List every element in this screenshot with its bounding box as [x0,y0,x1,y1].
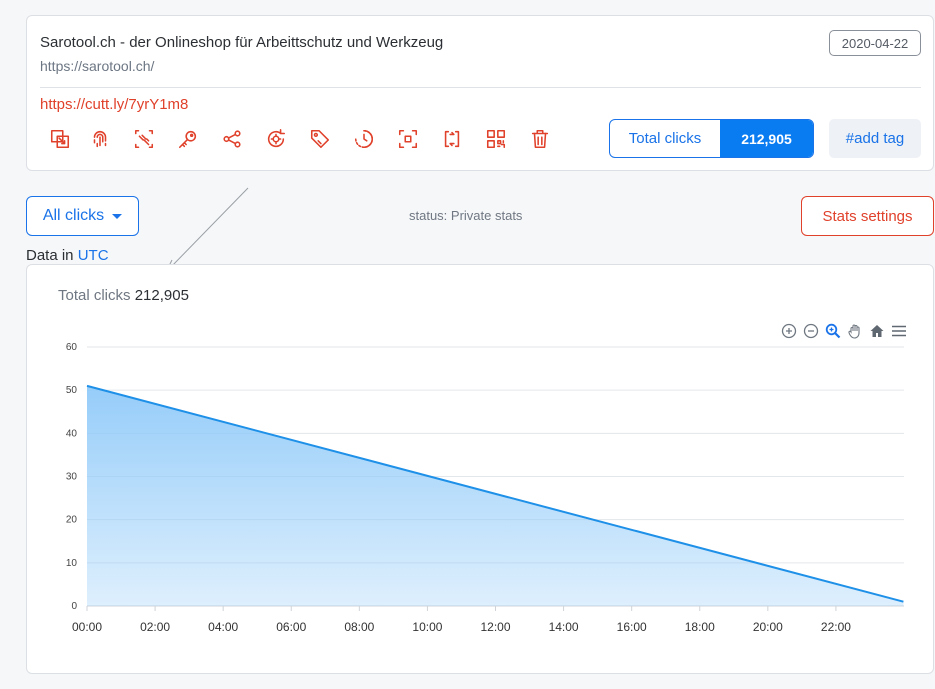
x-tick-label: 12:00 [480,620,510,634]
timezone-link[interactable]: UTC [77,247,109,264]
stats-settings-button[interactable]: Stats settings [801,196,934,236]
focus-icon[interactable] [395,126,421,152]
link-card: Sarotool.ch - der Onlineshop für Arbeitt… [26,15,934,171]
redirect-settings-icon[interactable] [263,126,289,152]
expiry-clock-icon[interactable] [351,126,377,152]
pan-hand-icon[interactable] [846,322,864,340]
y-tick-label: 20 [66,515,78,526]
x-tick-label: 00:00 [72,620,102,634]
status-text: status: Private stats [409,208,523,223]
total-clicks-label: Total clicks [628,130,702,147]
swap-icon[interactable] [439,126,465,152]
x-tick-label: 10:00 [412,620,442,634]
tag-icon[interactable] [307,126,333,152]
divider [40,87,921,88]
reset-home-icon[interactable] [868,322,886,340]
x-tick-label: 08:00 [344,620,374,634]
chart-total-clicks: Total clicks 212,905 [58,287,189,304]
caret-down-icon [112,213,123,219]
y-tick-label: 10 [66,558,78,569]
selection-zoom-icon[interactable] [824,322,842,340]
short-url[interactable]: https://cutt.ly/7yrY1m8 [40,96,189,113]
x-tick-label: 18:00 [685,620,715,634]
x-tick-label: 04:00 [208,620,238,634]
y-tick-label: 50 [66,385,78,396]
add-tag-button[interactable]: #add tag [829,119,921,158]
total-clicks-value: 212,905 [720,120,813,157]
data-timezone: Data in UTC [26,247,109,264]
qr-code-icon[interactable] [483,126,509,152]
chart-total-value: 212,905 [134,287,189,304]
date-badge: 2020-04-22 [829,30,921,56]
x-tick-label: 20:00 [753,620,783,634]
chart-card: 0 10 20 30 40 50 60 00:00 02:00 04:00 06:00 08:00 10… [26,264,934,674]
chart-total-label: Total clicks [58,287,131,304]
x-tick-label: 06:00 [276,620,306,634]
chart-toolbar [780,322,908,340]
x-tick-label: 14:00 [549,620,579,634]
y-tick-label: 0 [71,601,77,612]
y-tick-label: 60 [66,342,78,353]
menu-icon[interactable] [890,322,908,340]
key-icon[interactable] [175,126,201,152]
y-tick-label: 40 [66,428,78,439]
all-clicks-dropdown[interactable]: All clicks [26,196,139,236]
zoom-in-icon[interactable] [780,322,798,340]
edit-icon[interactable] [47,126,73,152]
fingerprint-icon[interactable] [87,126,113,152]
x-tick-label: 16:00 [617,620,647,634]
link-title: Sarotool.ch - der Onlineshop für Arbeitt… [40,34,444,51]
series-line [86,384,904,603]
zoom-out-icon[interactable] [802,322,820,340]
link-destination-url[interactable]: https://sarotool.ch/ [40,58,155,74]
y-tick-label: 30 [66,472,78,483]
share-icon[interactable] [219,126,245,152]
all-clicks-label: All clicks [42,207,105,224]
utm-icon[interactable] [131,126,157,152]
x-tick-label: 22:00 [821,620,851,634]
trash-icon[interactable] [527,126,553,152]
clicks-chart: 0 10 20 30 40 50 60 00:00 02:00 04:00 06:00 08:00 10… [66,342,904,634]
x-tick-label: 02:00 [140,620,170,634]
total-clicks-badge: Total clicks 212,905 [609,119,814,158]
series-area [87,385,904,606]
data-in-label: Data in [26,247,74,264]
